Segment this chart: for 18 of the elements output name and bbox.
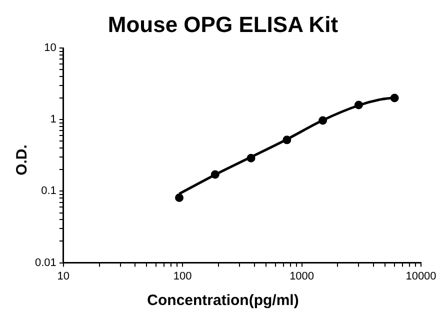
point bbox=[354, 100, 363, 110]
point bbox=[246, 154, 256, 162]
x-axis-title: Concentration(pg/ml) bbox=[146, 292, 300, 309]
y-axis-title: O.D. bbox=[14, 144, 30, 176]
y-tick-label: 1 bbox=[50, 114, 56, 126]
x-tick-label: 100 bbox=[173, 270, 192, 282]
point bbox=[390, 94, 399, 102]
x-tick-label: 10 bbox=[57, 270, 70, 282]
y-tick-label: 10 bbox=[44, 42, 56, 54]
point bbox=[210, 170, 220, 179]
x-tick-label: 1000 bbox=[290, 270, 314, 282]
y-tick-label: 0.01 bbox=[34, 256, 56, 269]
x-tick-label: 10000 bbox=[406, 270, 436, 282]
point bbox=[175, 194, 184, 202]
y-tick-label: 0.1 bbox=[41, 185, 56, 198]
point bbox=[318, 116, 328, 125]
chart-title: Mouse OPG ELISA Kit bbox=[106, 12, 340, 38]
point bbox=[282, 136, 292, 144]
